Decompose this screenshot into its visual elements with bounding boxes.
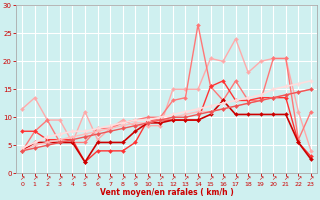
X-axis label: Vent moyen/en rafales ( km/h ): Vent moyen/en rafales ( km/h ) xyxy=(100,188,234,197)
